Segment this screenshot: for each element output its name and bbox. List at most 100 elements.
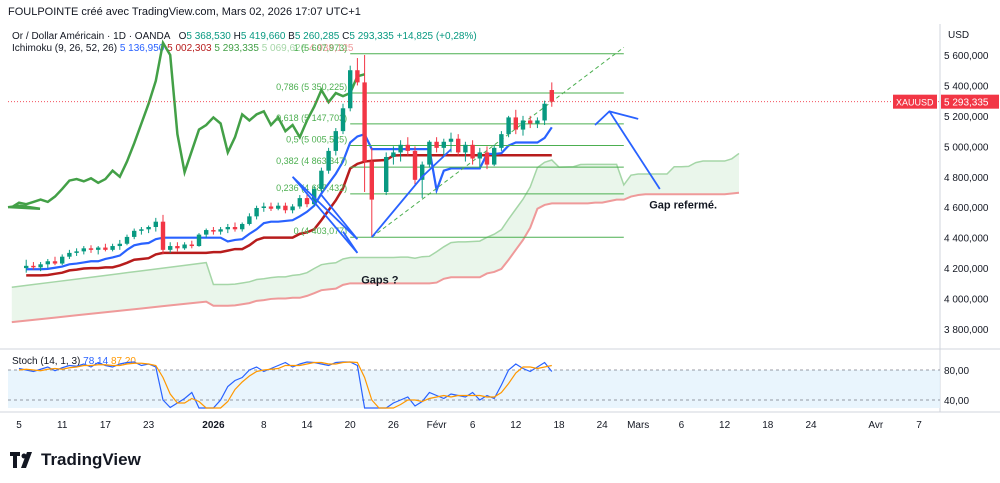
candle: [405, 137, 410, 156]
ichimoku-tenkan-value: 5 136,950: [119, 43, 165, 54]
candle: [506, 115, 511, 138]
y-tick-label: 4 600,000: [944, 203, 989, 214]
candle-body: [319, 170, 324, 189]
candle: [549, 82, 554, 107]
candle: [232, 222, 238, 232]
candle-body: [225, 227, 230, 230]
ichimoku-chikou-value: 5 293,335: [214, 43, 259, 54]
candle: [139, 227, 144, 235]
candle: [441, 138, 446, 156]
y-tick-label: 3 800,000: [944, 325, 989, 336]
candle: [283, 202, 288, 214]
candle-body: [254, 207, 259, 217]
ichimoku-legend: Ichimoku (9, 26, 52, 26) 5 136,950 5 002…: [12, 43, 353, 54]
fib-trend-line: [371, 46, 625, 238]
x-tick-label: Avr: [868, 420, 883, 431]
candle-body: [38, 264, 43, 268]
open-label: O: [178, 31, 187, 42]
candle-body: [412, 150, 418, 180]
candle: [470, 140, 475, 165]
candle: [218, 227, 223, 235]
candle: [189, 240, 194, 249]
x-tick-label: Févr: [427, 420, 448, 431]
candle: [31, 262, 36, 270]
low-value: 5 260,285: [294, 31, 340, 42]
candle-body: [535, 120, 540, 124]
last-price-tag-box: [941, 94, 999, 109]
ichimoku-tenkan: [26, 126, 553, 271]
ichimoku-span-b-value: 4 938,125: [308, 43, 354, 54]
candle: [434, 137, 439, 153]
symbol-tag: XAUUSD: [896, 98, 934, 108]
candle: [420, 161, 425, 199]
candle-body: [261, 206, 266, 208]
candle: [117, 239, 122, 250]
fib-level-label: 0,236 (4 687,432): [276, 183, 347, 193]
open-value: 5 368,530: [186, 31, 231, 42]
candle: [290, 204, 295, 214]
last-price-tag: 5 293,335: [944, 98, 989, 109]
fib-level-label: 0,382 (4 863,347): [276, 156, 347, 166]
candle: [124, 234, 130, 246]
x-tick-label: 18: [762, 420, 774, 431]
candle-body: [463, 144, 468, 153]
candle-body: [297, 198, 302, 207]
candle: [268, 202, 274, 212]
ichimoku-span-a: [11, 152, 740, 289]
y-tick-label: 5 200,000: [944, 112, 989, 123]
candle: [67, 249, 72, 259]
candle: [247, 213, 252, 226]
candle-body: [247, 216, 252, 224]
x-tick-label: 5: [16, 420, 22, 431]
candle-body: [456, 138, 461, 153]
x-tick-label: 7: [916, 420, 922, 431]
candle-body: [355, 70, 360, 83]
candle: [463, 141, 468, 162]
candle: [391, 146, 396, 165]
x-tick-label: 26: [388, 420, 400, 431]
candle-body: [333, 131, 338, 151]
drawing-path: [608, 110, 661, 190]
candle-body: [441, 141, 446, 148]
candle-body: [103, 247, 108, 250]
ichimoku-span-a-value: 5 069,626: [261, 43, 307, 54]
candle-body: [211, 230, 216, 232]
candle-body: [398, 144, 403, 153]
candle: [520, 115, 526, 136]
candle: [499, 131, 504, 151]
candle-body: [218, 229, 223, 232]
candle-body: [276, 205, 281, 209]
candle: [326, 147, 331, 174]
candle: [81, 246, 86, 255]
x-tick-label: 6: [679, 420, 685, 431]
candle: [96, 246, 101, 255]
candle-body: [448, 138, 454, 142]
ichimoku-cloud: [11, 153, 740, 323]
x-tick-label: 24: [805, 420, 817, 431]
candle-body: [348, 70, 353, 109]
fib-level-label: 0,618 (5 147,703): [276, 113, 347, 123]
candle-body: [117, 243, 122, 247]
candle: [168, 242, 173, 253]
candle: [412, 146, 418, 185]
candle-body: [160, 221, 166, 250]
candle: [333, 128, 338, 156]
candle-body: [124, 236, 130, 244]
candle-body: [139, 229, 144, 231]
candle: [132, 228, 137, 240]
candle-body: [52, 261, 58, 264]
currency-label: USD: [948, 30, 969, 41]
x-tick-label: 23: [143, 420, 155, 431]
candle: [427, 140, 432, 168]
candle-body: [240, 223, 245, 230]
y-tick-label: 4 200,000: [944, 264, 989, 275]
candle: [110, 243, 115, 252]
candle: [45, 258, 50, 269]
candle-body: [196, 234, 202, 247]
candle-body: [391, 152, 396, 157]
candle-body: [67, 252, 72, 257]
candle-body: [132, 230, 137, 237]
chart-annotation: Gaps ?: [361, 274, 399, 286]
candle: [513, 109, 518, 135]
